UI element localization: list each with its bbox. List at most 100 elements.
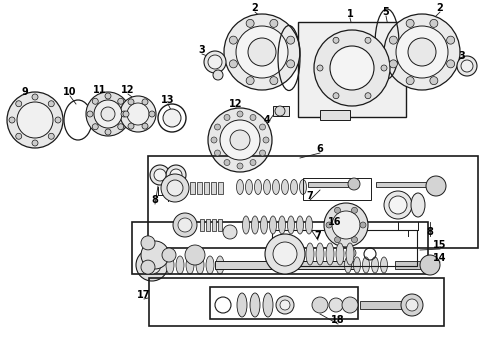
Circle shape: [229, 36, 237, 44]
Bar: [376, 182, 431, 187]
Circle shape: [105, 93, 111, 99]
Circle shape: [401, 294, 423, 316]
Circle shape: [348, 178, 360, 190]
Bar: [200, 219, 204, 231]
Text: 17: 17: [137, 290, 151, 300]
Ellipse shape: [336, 243, 344, 265]
Circle shape: [229, 60, 237, 68]
Circle shape: [141, 260, 155, 274]
Circle shape: [246, 77, 254, 85]
Ellipse shape: [196, 256, 204, 274]
Circle shape: [55, 117, 61, 123]
Circle shape: [141, 241, 169, 269]
Circle shape: [420, 255, 440, 275]
Circle shape: [9, 117, 15, 123]
Circle shape: [406, 77, 414, 85]
Ellipse shape: [326, 243, 334, 265]
Ellipse shape: [243, 216, 249, 234]
Circle shape: [250, 114, 256, 121]
Circle shape: [94, 100, 122, 128]
Circle shape: [185, 245, 205, 265]
Ellipse shape: [245, 180, 252, 194]
Circle shape: [224, 114, 230, 121]
Ellipse shape: [237, 293, 247, 317]
Ellipse shape: [363, 257, 369, 273]
Circle shape: [287, 60, 294, 68]
Circle shape: [384, 191, 412, 219]
Circle shape: [211, 137, 217, 143]
Circle shape: [220, 120, 260, 160]
Circle shape: [161, 174, 189, 202]
Bar: [148, 156, 478, 248]
Circle shape: [346, 248, 356, 258]
Circle shape: [149, 111, 155, 117]
Circle shape: [136, 249, 168, 281]
Circle shape: [314, 30, 390, 106]
Circle shape: [141, 236, 155, 250]
Bar: [218, 219, 222, 231]
Bar: [298, 22, 406, 117]
Bar: [272, 230, 417, 266]
Circle shape: [330, 46, 374, 90]
Ellipse shape: [216, 256, 224, 274]
Text: 8: 8: [151, 195, 158, 205]
Bar: [190, 182, 195, 194]
Circle shape: [173, 213, 197, 237]
Circle shape: [275, 106, 285, 116]
Circle shape: [204, 51, 226, 73]
Bar: [212, 219, 216, 231]
Circle shape: [333, 37, 339, 43]
Ellipse shape: [381, 257, 388, 273]
Text: 4: 4: [264, 115, 270, 125]
Ellipse shape: [272, 180, 279, 194]
Bar: [211, 182, 216, 194]
Circle shape: [406, 19, 414, 27]
Circle shape: [396, 26, 448, 78]
Circle shape: [326, 222, 332, 228]
Text: 1: 1: [346, 9, 353, 19]
Circle shape: [324, 203, 368, 247]
Circle shape: [142, 99, 148, 105]
Circle shape: [426, 176, 446, 196]
Circle shape: [48, 101, 54, 107]
Circle shape: [17, 102, 53, 138]
Text: 6: 6: [317, 144, 323, 154]
Circle shape: [86, 92, 130, 136]
Ellipse shape: [411, 193, 425, 217]
Circle shape: [215, 124, 220, 130]
Ellipse shape: [371, 257, 378, 273]
Text: 3: 3: [459, 51, 466, 61]
Text: 10: 10: [63, 87, 77, 97]
Circle shape: [365, 93, 371, 99]
Circle shape: [237, 111, 243, 117]
Circle shape: [447, 36, 455, 44]
Circle shape: [384, 14, 460, 90]
Circle shape: [213, 70, 223, 80]
Ellipse shape: [299, 180, 307, 194]
Circle shape: [128, 123, 134, 129]
Ellipse shape: [263, 293, 273, 317]
Circle shape: [280, 300, 290, 310]
Circle shape: [447, 60, 455, 68]
Text: 12: 12: [121, 85, 135, 95]
Circle shape: [163, 109, 181, 127]
Circle shape: [333, 93, 339, 99]
Circle shape: [260, 150, 266, 156]
Circle shape: [224, 159, 230, 166]
Circle shape: [92, 124, 98, 130]
Circle shape: [317, 65, 323, 71]
Circle shape: [118, 98, 124, 104]
Circle shape: [223, 225, 237, 239]
Text: 7: 7: [307, 191, 314, 201]
Circle shape: [120, 96, 156, 132]
Circle shape: [87, 111, 93, 117]
Circle shape: [273, 242, 297, 266]
Ellipse shape: [288, 216, 294, 234]
Circle shape: [461, 60, 473, 72]
Bar: [206, 219, 210, 231]
Circle shape: [381, 65, 387, 71]
Ellipse shape: [296, 216, 303, 234]
Bar: [210, 287, 358, 319]
Circle shape: [166, 165, 186, 185]
Circle shape: [351, 237, 358, 243]
